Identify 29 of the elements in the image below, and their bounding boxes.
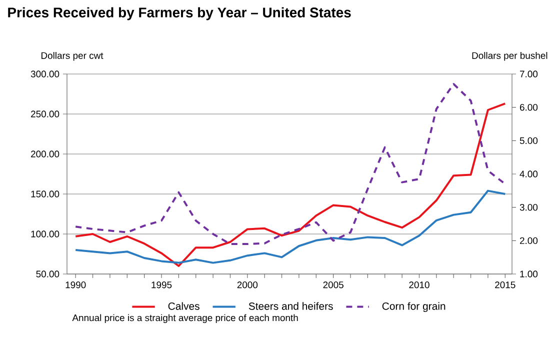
y2-tick-label: 1.00 (520, 270, 538, 278)
y-tick-label: 300.00 (30, 70, 60, 78)
y2-tick-label: 2.00 (520, 237, 538, 244)
line-series (74, 190, 506, 264)
line-series (74, 102, 506, 267)
y2-tick-label: 6.00 (520, 104, 538, 111)
x-tick-label: 2000 (237, 282, 258, 288)
x-tick-label: 2010 (409, 282, 430, 288)
y-axis-title: Dollars per cwt (41, 52, 104, 61)
y-tick-label: 150.00 (31, 190, 60, 198)
legend-label: Calves (168, 302, 200, 310)
x-tick-label: 2005 (323, 282, 344, 288)
x-tick-label: 1995 (152, 282, 172, 288)
y-tick-label: 50.00 (36, 270, 60, 278)
y2-tick-label: 3.00 (520, 204, 538, 211)
y2-tick-label: 5.00 (520, 137, 538, 144)
y2-tick-label: 7.00 (520, 70, 538, 78)
y-tick-label: 100.00 (31, 230, 60, 238)
x-tick-label: 1990 (66, 282, 86, 288)
legend-label: Corn for grain (382, 302, 446, 312)
x-tick-label: 2015 (495, 282, 516, 288)
y-tick-label: 200.00 (31, 150, 60, 158)
line-series (74, 83, 506, 245)
text: Annual price is a straight average price of each month (72, 314, 298, 324)
chart-title: Prices Received by Farmers by Year – United States (8, 7, 351, 20)
y2-axis-title: Dollars per bushel (472, 52, 548, 61)
y2-tick-label: 4.00 (520, 170, 538, 178)
legend-label: Steers and heifers (248, 302, 333, 310)
y-tick-label: 250.00 (31, 110, 60, 118)
